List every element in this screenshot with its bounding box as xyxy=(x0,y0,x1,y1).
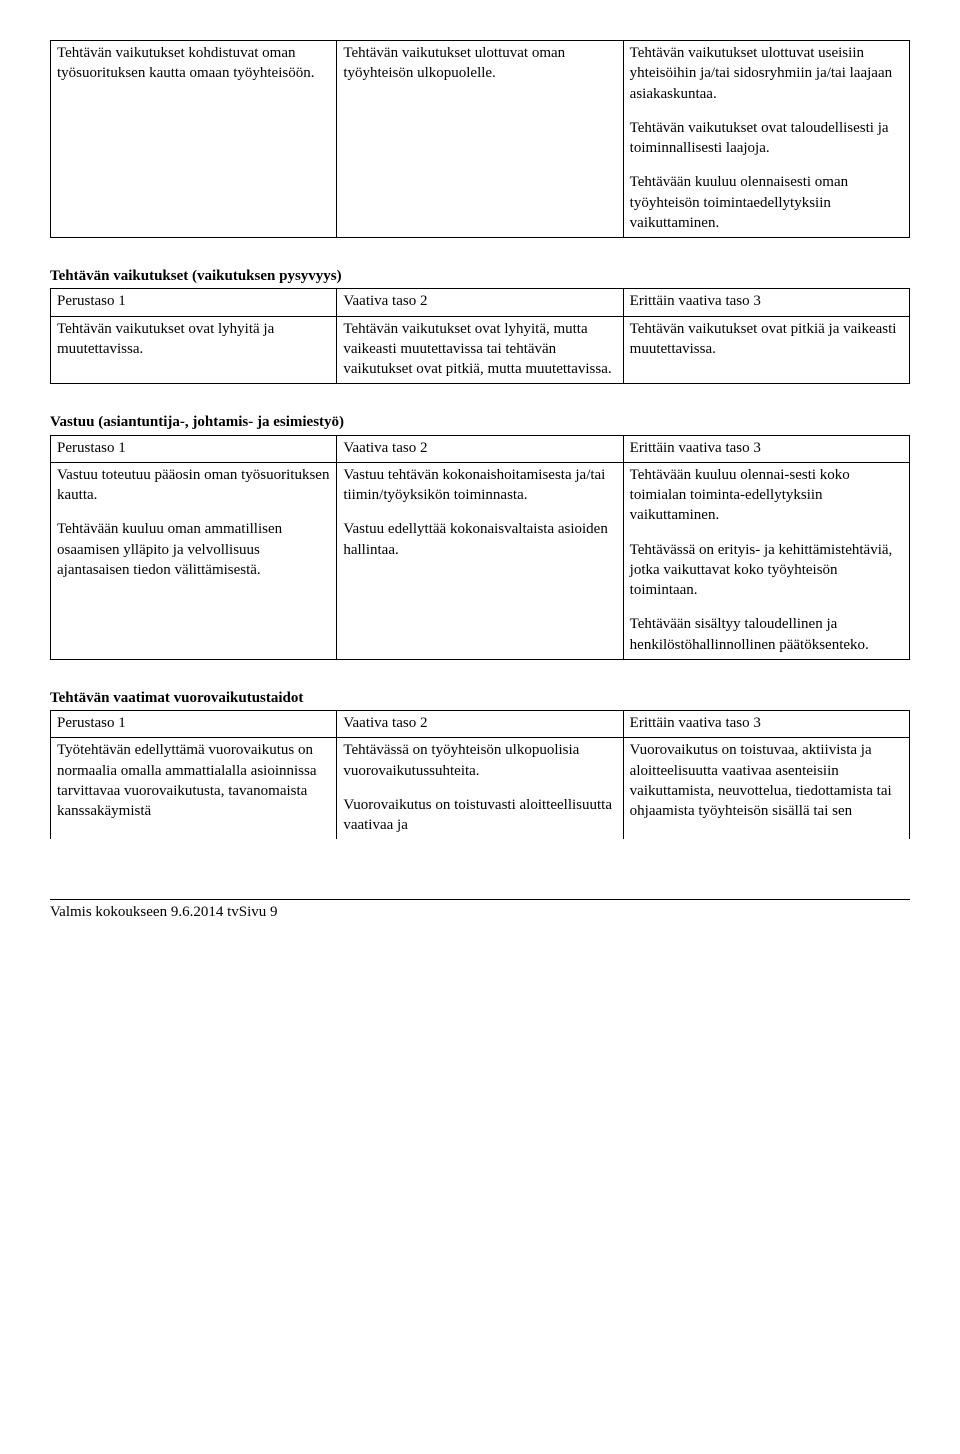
col-header-very-demanding: Erittäin vaativa taso 3 xyxy=(623,435,909,462)
col-header-basic: Perustaso 1 xyxy=(51,711,337,738)
cell-text: Tehtävän vaikutukset ovat pitkiä ja vaik… xyxy=(630,319,903,360)
table-row: Työtehtävän edellyttämä vuorovaikutus on… xyxy=(51,738,910,840)
section-title-interaction: Tehtävän vaatimat vuorovaikutustaidot xyxy=(50,688,910,708)
section-title-responsibility: Vastuu (asiantuntija-, johtamis- ja esim… xyxy=(50,412,910,432)
cell-demanding: Tehtävän vaikutukset ovat lyhyitä, mutta… xyxy=(337,316,623,384)
table-row: Tehtävän vaikutukset kohdistuvat oman ty… xyxy=(51,41,910,238)
table-row: Vastuu toteutuu pääosin oman työsuorituk… xyxy=(51,462,910,659)
cell-very-demanding: Tehtävän vaikutukset ovat pitkiä ja vaik… xyxy=(623,316,909,384)
interaction-table: Perustaso 1 Vaativa taso 2 Erittäin vaat… xyxy=(50,710,910,839)
cell-demanding: Tehtävän vaikutukset ulottuvat oman työy… xyxy=(337,41,623,238)
cell-text: Tehtävään kuuluu olennai-sesti koko toim… xyxy=(630,465,903,526)
cell-text: Vuorovaikutus on toistuvasti aloitteelli… xyxy=(343,795,616,836)
cell-text: Vastuu tehtävän kokonaishoitamisesta ja/… xyxy=(343,465,616,506)
cell-basic: Vastuu toteutuu pääosin oman työsuorituk… xyxy=(51,462,337,659)
cell-text: Tehtävässä on erityis- ja kehittämisteht… xyxy=(630,540,903,601)
col-header-very-demanding: Erittäin vaativa taso 3 xyxy=(623,711,909,738)
cell-basic: Tehtävän vaikutukset kohdistuvat oman ty… xyxy=(51,41,337,238)
cell-demanding: Tehtävässä on työyhteisön ulkopuolisia v… xyxy=(337,738,623,840)
cell-text: Tehtävän vaikutukset ulottuvat useisiin … xyxy=(630,43,903,104)
cell-text: Tehtävään kuuluu oman ammatillisen osaam… xyxy=(57,519,330,580)
col-header-basic: Perustaso 1 xyxy=(51,289,337,316)
effects-table: Tehtävän vaikutukset kohdistuvat oman ty… xyxy=(50,40,910,238)
cell-text: Vuorovaikutus on toistuvaa, aktiivista j… xyxy=(630,740,903,821)
cell-text: Tehtävän vaikutukset ovat lyhyitä, mutta… xyxy=(343,319,616,380)
footer-text: Valmis kokoukseen 9.6.2014 tvSivu 9 xyxy=(50,904,278,920)
col-header-very-demanding: Erittäin vaativa taso 3 xyxy=(623,289,909,316)
cell-basic: Tehtävän vaikutukset ovat lyhyitä ja muu… xyxy=(51,316,337,384)
cell-basic: Työtehtävän edellyttämä vuorovaikutus on… xyxy=(51,738,337,840)
table-header-row: Perustaso 1 Vaativa taso 2 Erittäin vaat… xyxy=(51,435,910,462)
section-title-permanence: Tehtävän vaikutukset (vaikutuksen pysyvy… xyxy=(50,266,910,286)
cell-text: Tehtävässä on työyhteisön ulkopuolisia v… xyxy=(343,740,616,781)
col-header-basic: Perustaso 1 xyxy=(51,435,337,462)
cell-text: Tehtävän vaikutukset ovat lyhyitä ja muu… xyxy=(57,319,330,360)
cell-text: Vastuu toteutuu pääosin oman työsuorituk… xyxy=(57,465,330,506)
cell-text: Tehtävään kuuluu olennaisesti oman työyh… xyxy=(630,172,903,233)
table-header-row: Perustaso 1 Vaativa taso 2 Erittäin vaat… xyxy=(51,289,910,316)
col-header-demanding: Vaativa taso 2 xyxy=(337,435,623,462)
cell-demanding: Vastuu tehtävän kokonaishoitamisesta ja/… xyxy=(337,462,623,659)
permanence-table: Perustaso 1 Vaativa taso 2 Erittäin vaat… xyxy=(50,288,910,384)
cell-very-demanding: Tehtävän vaikutukset ulottuvat useisiin … xyxy=(623,41,909,238)
page-footer: Valmis kokoukseen 9.6.2014 tvSivu 9 xyxy=(50,899,910,922)
cell-text: Tehtävään sisältyy taloudellinen ja henk… xyxy=(630,614,903,655)
col-header-demanding: Vaativa taso 2 xyxy=(337,711,623,738)
cell-text: Tehtävän vaikutukset kohdistuvat oman ty… xyxy=(57,43,330,84)
cell-text: Vastuu edellyttää kokonaisvaltaista asio… xyxy=(343,519,616,560)
cell-text: Työtehtävän edellyttämä vuorovaikutus on… xyxy=(57,740,330,821)
responsibility-table: Perustaso 1 Vaativa taso 2 Erittäin vaat… xyxy=(50,435,910,660)
col-header-demanding: Vaativa taso 2 xyxy=(337,289,623,316)
footer-divider xyxy=(50,899,910,900)
cell-text: Tehtävän vaikutukset ulottuvat oman työy… xyxy=(343,43,616,84)
cell-very-demanding: Vuorovaikutus on toistuvaa, aktiivista j… xyxy=(623,738,909,840)
table-row: Tehtävän vaikutukset ovat lyhyitä ja muu… xyxy=(51,316,910,384)
cell-very-demanding: Tehtävään kuuluu olennai-sesti koko toim… xyxy=(623,462,909,659)
cell-text: Tehtävän vaikutukset ovat taloudellisest… xyxy=(630,118,903,159)
table-header-row: Perustaso 1 Vaativa taso 2 Erittäin vaat… xyxy=(51,711,910,738)
